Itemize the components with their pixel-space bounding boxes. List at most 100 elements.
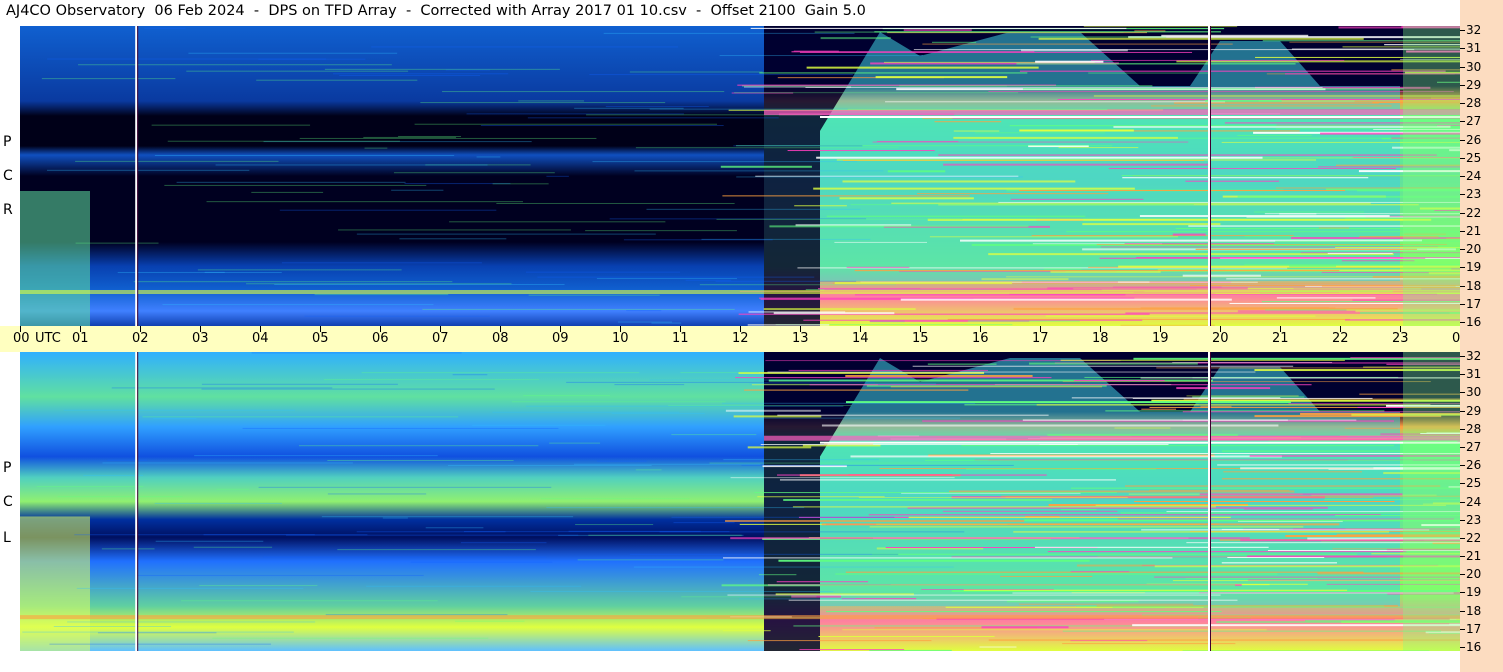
noise-streak — [186, 70, 409, 72]
noise-streak — [117, 272, 282, 274]
freq-tick-label: 30 — [1466, 385, 1482, 400]
rfi-streak — [842, 629, 1267, 631]
rfi-streak — [1195, 248, 1417, 250]
noise-streak — [382, 517, 408, 519]
rfi-streak — [1321, 285, 1456, 287]
rfi-streak — [1090, 59, 1345, 61]
noise-streak — [74, 534, 368, 536]
noise-streak — [617, 321, 673, 323]
rfi-streak — [1062, 381, 1431, 383]
noise-streak — [49, 643, 272, 645]
rfi-streak — [845, 571, 1364, 573]
rfi-streak — [1380, 433, 1460, 436]
noise-streak — [188, 52, 398, 54]
rfi-streak — [834, 241, 928, 243]
rfi-streak — [1216, 621, 1460, 624]
rfi-streak — [777, 77, 945, 79]
rfi-streak — [891, 202, 1371, 204]
time-tick — [140, 326, 141, 332]
rfi-streak — [1386, 404, 1460, 407]
noise-streak — [422, 308, 735, 310]
rfi-streak — [1186, 395, 1299, 397]
freq-tick-label: 22 — [1466, 205, 1482, 220]
rfi-streak — [988, 253, 1394, 256]
rfi-streak — [945, 606, 1204, 608]
time-tick — [440, 326, 441, 332]
rfi-streak — [1327, 252, 1393, 254]
noise-streak — [53, 626, 172, 628]
rfi-streak — [1005, 496, 1374, 498]
rfi-streak — [854, 294, 1126, 296]
rfi-streak — [791, 595, 841, 598]
time-tick-label: 19 — [1152, 331, 1169, 346]
panel-bot-label-l: L — [3, 530, 11, 546]
right-edge-band — [1403, 352, 1460, 651]
rfi-streak — [1070, 487, 1460, 489]
noise-streak — [722, 402, 976, 404]
freq-tick-label: 27 — [1466, 439, 1482, 454]
rfi-streak — [722, 557, 1173, 559]
rfi-streak — [1019, 190, 1346, 192]
rfi-streak — [858, 497, 1128, 499]
freq-tick-label: 23 — [1466, 187, 1482, 202]
rfi-streak — [1001, 495, 1460, 497]
noise-streak — [723, 459, 880, 461]
noise-streak — [749, 383, 937, 385]
noise-streak — [111, 387, 333, 389]
noise-streak — [46, 169, 250, 171]
noise-streak — [738, 598, 856, 600]
time-tick-label: 08 — [492, 331, 509, 346]
freq-tick-label: 25 — [1466, 150, 1482, 165]
cal-marker-shadow — [1210, 26, 1211, 326]
rfi-streak — [1142, 614, 1460, 616]
rfi-streak — [1430, 97, 1460, 99]
time-tick-label: 09 — [552, 331, 569, 346]
rfi-streak — [1010, 198, 1144, 200]
rfi-streak — [1125, 312, 1450, 314]
rfi-streak — [1154, 565, 1460, 568]
rfi-streak — [737, 84, 1057, 86]
rfi-streak — [1326, 583, 1460, 585]
rfi-streak — [805, 86, 1323, 88]
panel-top-label-r: R — [3, 202, 13, 218]
noise-streak — [339, 75, 481, 77]
noise-streak — [162, 304, 434, 306]
freq-tick — [1460, 103, 1465, 104]
rfi-streak — [803, 319, 1143, 321]
time-tick — [1040, 326, 1041, 332]
rfi-streak — [1255, 56, 1460, 58]
noise-streak — [709, 462, 1000, 464]
rfi-streak — [1341, 260, 1415, 262]
freq-tick-label: 16 — [1466, 315, 1482, 329]
freq-tick — [1460, 267, 1465, 269]
time-tick-label: 00 — [13, 331, 30, 346]
rfi-streak — [1249, 454, 1460, 457]
rfi-streak — [1108, 168, 1396, 170]
rfi-streak — [1459, 577, 1460, 579]
time-tick — [980, 326, 981, 332]
rfi-streak — [1182, 274, 1261, 277]
rfi-streak — [1291, 236, 1460, 239]
noise-streak — [135, 574, 424, 576]
rfi-streak — [1221, 562, 1337, 564]
rfi-streak — [1387, 593, 1460, 595]
rfi-streak — [1345, 217, 1448, 219]
noise-streak — [337, 549, 536, 551]
noise-streak — [546, 507, 805, 509]
noise-streak — [629, 553, 899, 555]
noise-streak — [142, 416, 459, 418]
noise-streak — [574, 463, 761, 465]
rfi-streak — [921, 588, 1054, 590]
rfi-streak — [899, 85, 1153, 87]
noise-streak — [609, 218, 867, 220]
rfi-streak — [1118, 265, 1460, 268]
rfi-streak — [968, 137, 1417, 139]
rfi-streak — [733, 415, 822, 418]
rfi-streak — [924, 459, 1413, 461]
rfi-streak — [1084, 376, 1399, 378]
rfi-streak — [890, 386, 1103, 388]
freq-tick-label: 27 — [1466, 114, 1482, 129]
noise-streak — [649, 108, 848, 110]
rfi-streak — [951, 589, 1458, 592]
noise-streak — [36, 486, 144, 488]
